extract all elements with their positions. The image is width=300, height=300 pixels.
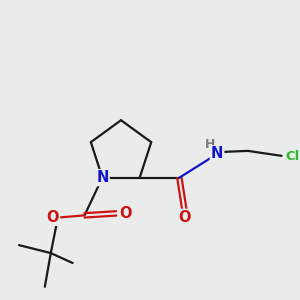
Text: N: N (211, 146, 223, 161)
Text: Cl: Cl (285, 150, 300, 163)
Text: O: O (46, 210, 59, 225)
Text: H: H (205, 138, 215, 152)
Text: O: O (119, 206, 131, 221)
Text: O: O (178, 210, 190, 225)
Text: N: N (96, 170, 109, 185)
